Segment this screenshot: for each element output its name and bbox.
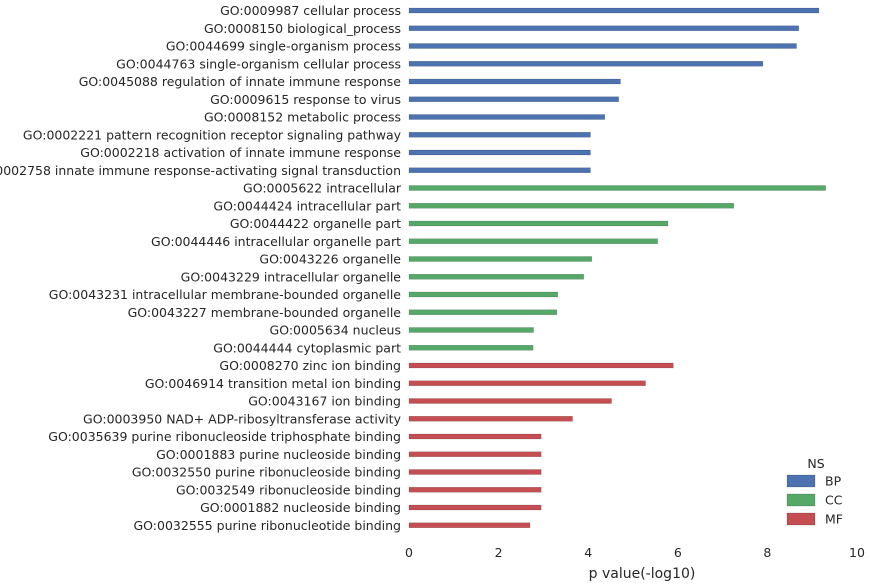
bar-cc	[408, 203, 735, 209]
x-tick-label: 4	[584, 545, 592, 560]
bar-mf	[408, 451, 542, 457]
category-label: GO:0003950 NAD+ ADP-ribosyltransferase a…	[83, 411, 402, 426]
bar-bp	[408, 149, 591, 156]
category-label: GO:0043231 intracellular membrane-bounde…	[49, 287, 402, 302]
category-label: GO:0044444 cytoplasmic part	[213, 340, 401, 355]
bar-bp	[408, 7, 820, 14]
legend: NS BP CC MF	[786, 456, 843, 527]
x-axis: 0 2 4 6 8 10	[405, 545, 865, 560]
category-labels: GO:0009987 cellular process GO:0008150 bi…	[0, 3, 402, 533]
x-tick-label: 6	[674, 545, 682, 560]
category-label: GO:0001883 purine nucleoside binding	[156, 447, 401, 462]
bar-mf	[408, 487, 542, 493]
category-label: GO:0005634 nucleus	[270, 323, 401, 338]
legend-title: NS	[807, 456, 824, 471]
category-label: GO:0002758 innate immune response-activa…	[0, 163, 401, 178]
legend-swatch-cc	[786, 493, 816, 507]
legend-label-cc: CC	[825, 493, 843, 508]
category-label: GO:0032555 purine ribonucleotide binding	[133, 518, 401, 533]
bar-bp	[408, 25, 800, 31]
x-tick-label: 0	[405, 545, 413, 560]
bar-bp	[408, 43, 797, 49]
category-label: GO:0043227 membrane-bounded organelle	[128, 305, 402, 320]
category-label: GO:0035639 purine ribonucleoside triphos…	[48, 429, 401, 444]
bar-bp	[408, 132, 591, 138]
category-label: GO:0009615 response to virus	[210, 92, 401, 107]
bar-cc	[408, 238, 658, 244]
bar-cc	[408, 256, 593, 262]
legend-swatch-mf	[786, 512, 816, 526]
category-label: GO:0002218 activation of innate immune r…	[80, 145, 401, 160]
x-tick-label: 10	[849, 545, 865, 560]
bar-bp	[408, 167, 591, 173]
legend-swatch-bp	[786, 474, 816, 488]
bar-bp	[408, 61, 764, 67]
bar-bp	[408, 78, 621, 85]
bar-mf	[408, 416, 573, 422]
bar-cc	[408, 327, 534, 333]
bar-cc	[408, 309, 558, 315]
category-label: GO:0044763 single-organism cellular proc…	[116, 56, 401, 71]
bar-cc	[408, 220, 669, 227]
category-label: GO:0043229 intracellular organelle	[181, 269, 402, 284]
bar-mf	[408, 469, 542, 475]
bar-bp	[408, 114, 606, 120]
category-label: GO:0032550 purine ribonucleoside binding	[132, 465, 401, 480]
bar-mf	[408, 522, 531, 528]
bar-mf	[408, 433, 542, 440]
bar-cc	[408, 274, 584, 280]
legend-label-mf: MF	[825, 512, 843, 527]
category-label: GO:0045088 regulation of innate immune r…	[79, 74, 402, 89]
category-label: GO:0032549 ribonucleoside binding	[176, 482, 401, 497]
category-label: GO:0046914 transition metal ion binding	[145, 376, 401, 391]
bar-cc	[408, 291, 558, 298]
x-tick-label: 2	[495, 545, 503, 560]
category-label: GO:0009987 cellular process	[220, 3, 401, 18]
category-label: GO:0001882 nucleoside binding	[200, 500, 401, 515]
bar-cc	[408, 185, 826, 191]
category-label: GO:0044699 single-organism process	[166, 39, 401, 54]
bar-mf	[408, 380, 646, 386]
x-tick-label: 8	[763, 545, 771, 560]
category-label: GO:0005622 intracellular	[243, 181, 402, 196]
bar-mf	[408, 362, 674, 369]
category-label: GO:0044446 intracellular organelle part	[151, 234, 401, 249]
bar-bp	[408, 96, 619, 102]
category-label: GO:0008152 metabolic process	[204, 110, 401, 125]
category-label: GO:0008270 zinc ion binding	[219, 358, 401, 373]
category-label: GO:0043167 ion binding	[248, 394, 401, 409]
category-label: GO:0044422 organelle part	[230, 216, 401, 231]
category-label: GO:0044424 intracellular part	[213, 198, 401, 213]
bar-mf	[408, 398, 612, 404]
category-label: GO:0002221 pattern recognition receptor …	[23, 127, 402, 142]
x-axis-title: p value(-log10)	[589, 566, 696, 582]
category-label: GO:0008150 biological_process	[204, 21, 401, 36]
bars	[408, 7, 826, 528]
bar-mf	[408, 504, 542, 511]
bar-cc	[408, 345, 534, 351]
category-label: GO:0043226 organelle	[259, 252, 401, 267]
legend-label-bp: BP	[825, 474, 842, 489]
